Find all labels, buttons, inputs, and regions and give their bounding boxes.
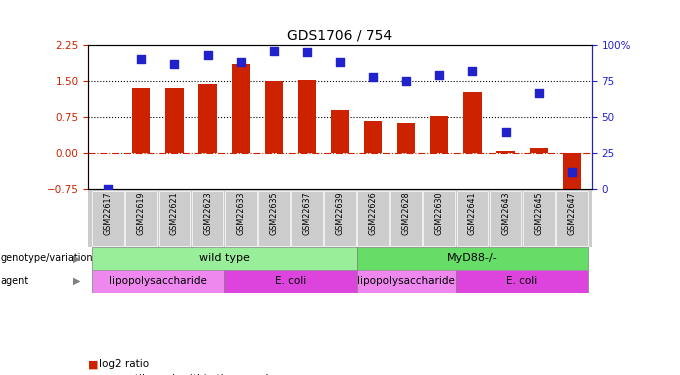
Point: [301, 49, 312, 55]
Bar: [331, 110, 349, 153]
Bar: [562, 153, 581, 191]
Point: [269, 48, 279, 54]
Text: ▶: ▶: [73, 254, 80, 264]
FancyBboxPatch shape: [192, 190, 224, 246]
Bar: [397, 123, 415, 153]
Point: [467, 68, 478, 74]
Bar: [496, 151, 515, 153]
FancyBboxPatch shape: [456, 190, 488, 246]
Point: [335, 59, 345, 65]
Bar: [199, 84, 217, 153]
Text: GSM22621: GSM22621: [170, 191, 179, 235]
Point: [500, 129, 511, 135]
Text: genotype/variation: genotype/variation: [1, 254, 93, 264]
Point: [202, 52, 213, 58]
FancyBboxPatch shape: [291, 190, 323, 246]
Text: GSM22645: GSM22645: [534, 191, 543, 235]
Point: [566, 169, 577, 175]
Text: GSM22626: GSM22626: [369, 191, 377, 235]
Text: ■: ■: [88, 359, 103, 369]
FancyBboxPatch shape: [258, 190, 290, 246]
FancyBboxPatch shape: [324, 190, 356, 246]
Text: GSM22639: GSM22639: [335, 191, 345, 235]
Text: log2 ratio: log2 ratio: [99, 359, 149, 369]
Text: GSM22617: GSM22617: [104, 191, 113, 235]
FancyBboxPatch shape: [424, 190, 455, 246]
Text: E. coli: E. coli: [507, 276, 538, 286]
FancyBboxPatch shape: [490, 190, 522, 246]
Point: [136, 56, 147, 62]
Bar: [298, 80, 316, 153]
Text: GSM22619: GSM22619: [137, 191, 146, 235]
Text: wild type: wild type: [199, 254, 250, 264]
Title: GDS1706 / 754: GDS1706 / 754: [288, 28, 392, 42]
Bar: [232, 64, 250, 153]
FancyBboxPatch shape: [126, 190, 157, 246]
FancyBboxPatch shape: [92, 270, 224, 292]
Text: lipopolysaccharide: lipopolysaccharide: [109, 276, 207, 286]
Bar: [364, 120, 382, 153]
Text: ■: ■: [88, 374, 103, 375]
Text: MyD88-/-: MyD88-/-: [447, 254, 498, 264]
FancyBboxPatch shape: [456, 270, 588, 292]
Bar: [165, 88, 184, 153]
Point: [169, 61, 180, 67]
Text: ▶: ▶: [73, 276, 80, 286]
Text: percentile rank within the sample: percentile rank within the sample: [99, 374, 275, 375]
Bar: [265, 81, 283, 153]
Bar: [463, 92, 481, 153]
FancyBboxPatch shape: [224, 270, 356, 292]
FancyBboxPatch shape: [556, 190, 588, 246]
FancyBboxPatch shape: [390, 190, 422, 246]
FancyBboxPatch shape: [92, 190, 124, 246]
FancyBboxPatch shape: [92, 247, 356, 270]
Point: [368, 74, 379, 80]
Text: GSM22635: GSM22635: [269, 191, 278, 235]
Text: GSM22633: GSM22633: [236, 191, 245, 235]
Text: lipopolysaccharide: lipopolysaccharide: [357, 276, 455, 286]
FancyBboxPatch shape: [356, 247, 588, 270]
Bar: [430, 116, 448, 153]
Text: agent: agent: [1, 276, 29, 286]
Point: [235, 59, 246, 65]
Text: GSM22630: GSM22630: [435, 191, 444, 235]
Text: GSM22623: GSM22623: [203, 191, 212, 235]
FancyBboxPatch shape: [225, 190, 256, 246]
Text: E. coli: E. coli: [275, 276, 306, 286]
FancyBboxPatch shape: [158, 190, 190, 246]
FancyBboxPatch shape: [356, 270, 456, 292]
Text: GSM22637: GSM22637: [303, 191, 311, 235]
Bar: [530, 147, 547, 153]
Text: GSM22641: GSM22641: [468, 191, 477, 235]
Text: GSM22643: GSM22643: [501, 191, 510, 235]
Point: [533, 90, 544, 96]
Point: [103, 186, 114, 192]
FancyBboxPatch shape: [523, 190, 554, 246]
Point: [401, 78, 411, 84]
Text: GSM22647: GSM22647: [567, 191, 576, 235]
Bar: [133, 88, 150, 153]
Text: GSM22628: GSM22628: [402, 191, 411, 235]
FancyBboxPatch shape: [357, 190, 389, 246]
Point: [434, 72, 445, 78]
